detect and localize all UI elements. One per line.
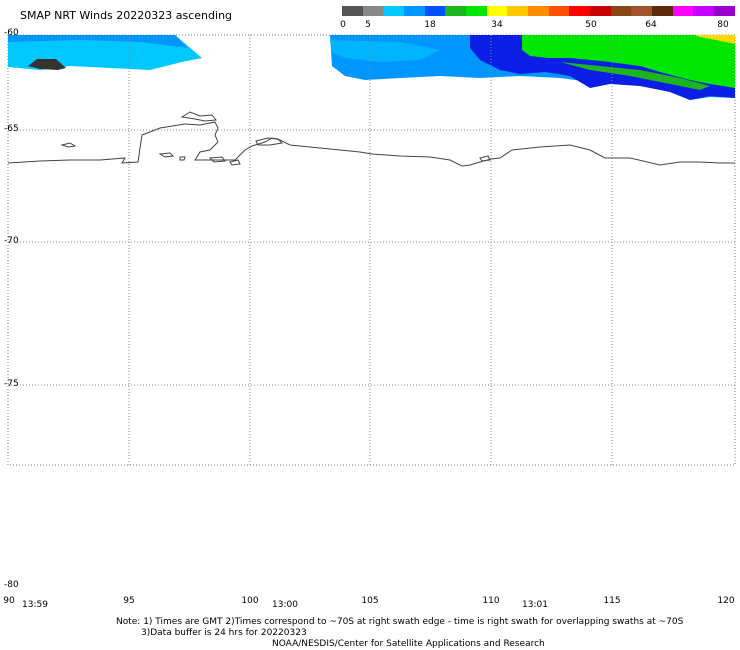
map-title: SMAP NRT Winds 20220323 ascending (20, 9, 233, 22)
swath-right-yellow (695, 35, 735, 44)
swath-right-green-dark (560, 62, 710, 90)
legend-color-swatch (610, 6, 632, 16)
lon-label-115: 115 (603, 596, 621, 606)
graticule (8, 35, 735, 465)
legend-color-swatch (548, 6, 570, 16)
legend-color-swatch (590, 6, 611, 16)
legend-tick-label: 64 (645, 20, 657, 30)
legend-tick-label: 80 (717, 20, 729, 30)
lon-label-90: 90 (3, 596, 15, 606)
legend-color-swatch (466, 6, 487, 16)
legend-color-swatch (383, 6, 405, 16)
legend-color-swatch (714, 6, 735, 16)
lat-label-75: -75 (4, 379, 19, 389)
lon-label-110: 110 (482, 596, 500, 606)
swath-right-cyan-patch (330, 40, 440, 62)
wind-speed-color-legend (342, 6, 735, 16)
calm-wind-patch (28, 59, 66, 70)
swath-right-green (522, 35, 735, 88)
legend-tick-label: 0 (340, 20, 346, 30)
legend-color-swatch (693, 6, 715, 16)
legend-color-swatch (342, 6, 363, 16)
note-line-3: NOAA/NESDIS/Center for Satellite Applica… (272, 639, 545, 649)
lat-label-80: -80 (4, 580, 19, 590)
note-line-1: Note: 1) Times are GMT 2)Times correspon… (116, 617, 684, 627)
legend-tick-label: 18 (424, 20, 436, 30)
legend-color-swatch (445, 6, 467, 16)
legend-color-swatch (569, 6, 591, 16)
lat-label-60: -60 (4, 28, 19, 38)
legend-color-swatch (652, 6, 673, 16)
legend-color-swatch (424, 6, 446, 16)
swath-left-blue (8, 35, 188, 48)
note-line-2: 3)Data buffer is 24 hrs for 20220323 (141, 628, 307, 638)
time-label-2: 13:00 (272, 600, 298, 610)
legend-tick-label: 5 (365, 20, 371, 30)
wind-swath-right (330, 35, 735, 100)
lon-label-100: 100 (241, 596, 259, 606)
legend-tick-label: 50 (585, 20, 597, 30)
lon-label-95: 95 (123, 596, 135, 606)
wind-swath-left (8, 35, 202, 70)
legend-color-swatch (631, 6, 653, 16)
time-label-3: 13:01 (522, 600, 548, 610)
legend-color-swatch (672, 6, 694, 16)
legend-color-swatch (507, 6, 529, 16)
lon-label-105: 105 (361, 596, 379, 606)
legend-color-swatch (404, 6, 425, 16)
lat-label-65: -65 (4, 124, 19, 134)
legend-color-swatch (486, 6, 508, 16)
lat-label-70: -70 (4, 236, 19, 246)
lon-label-120: 120 (717, 596, 735, 606)
time-label-1: 13:59 (22, 600, 48, 610)
legend-tick-label: 34 (491, 20, 503, 30)
antarctic-coastline (7, 111, 735, 167)
legend-color-swatch (362, 6, 384, 16)
plot-frame (7, 34, 736, 466)
legend-color-swatch (528, 6, 549, 16)
